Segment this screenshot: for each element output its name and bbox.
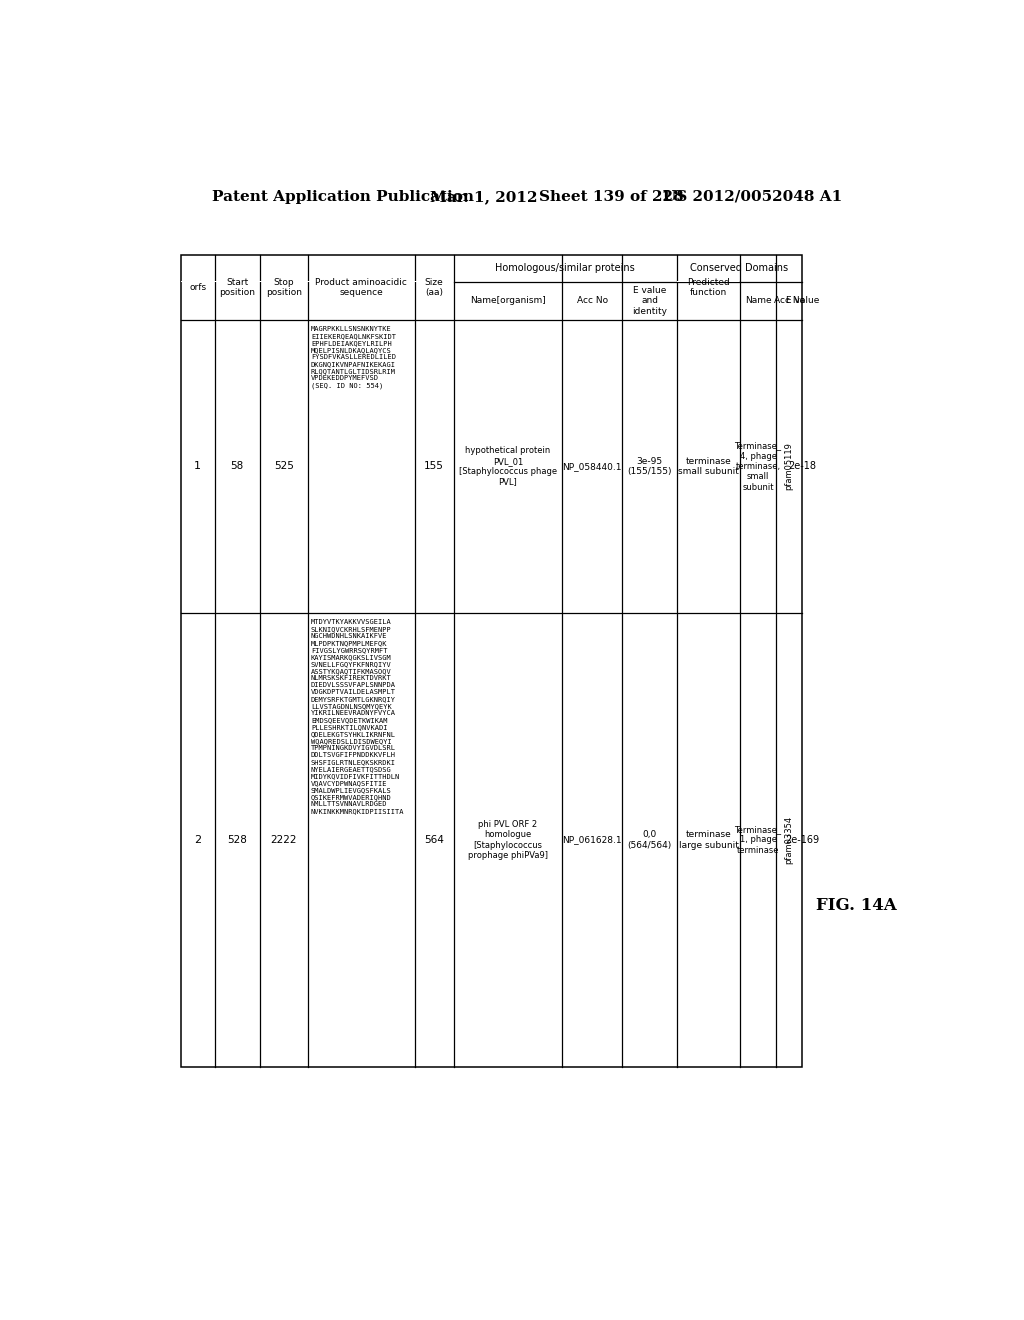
Text: 2222: 2222 [270, 834, 297, 845]
Text: 525: 525 [273, 462, 294, 471]
Text: Size
(aa): Size (aa) [425, 277, 443, 297]
Text: pfam03354: pfam03354 [784, 816, 794, 863]
Text: Conserved Domains: Conserved Domains [690, 263, 788, 273]
Text: terminase
large subunit: terminase large subunit [679, 830, 738, 850]
Text: NP_061628.1: NP_061628.1 [562, 836, 622, 845]
Text: Product aminoacidic
sequence: Product aminoacidic sequence [315, 277, 408, 297]
Text: 1: 1 [195, 462, 202, 471]
Text: Homologous/similar proteins: Homologous/similar proteins [496, 263, 635, 273]
Text: phi PVL ORF 2
homologue
[Staphylococcus
prophage phiPVa9]: phi PVL ORF 2 homologue [Staphylococcus … [468, 820, 548, 859]
Text: E value: E value [785, 297, 819, 305]
Text: Name[organism]: Name[organism] [470, 297, 546, 305]
Text: 2e-18: 2e-18 [788, 462, 816, 471]
Text: US 2012/0052048 A1: US 2012/0052048 A1 [663, 190, 842, 203]
Text: orfs: orfs [189, 282, 206, 292]
Text: hypothetical protein
PVL_01
[Staphylococcus phage
PVL]: hypothetical protein PVL_01 [Staphylococ… [459, 446, 557, 487]
Text: 3e-95
(155/155): 3e-95 (155/155) [628, 457, 672, 477]
Bar [180, 255, 802, 1067]
Text: 155: 155 [424, 462, 444, 471]
Text: Start
position: Start position [219, 277, 255, 297]
Text: 2e-169: 2e-169 [785, 834, 819, 845]
Text: Name: Name [744, 297, 771, 305]
Text: Sheet 139 of 228: Sheet 139 of 228 [539, 190, 683, 203]
Text: Acc No: Acc No [577, 297, 608, 305]
Text: Terminase_
1, phage
terminase: Terminase_ 1, phage terminase [734, 825, 781, 855]
Text: 528: 528 [227, 834, 247, 845]
Text: NP_058440.1: NP_058440.1 [562, 462, 622, 471]
Text: Mar. 1, 2012: Mar. 1, 2012 [430, 190, 538, 203]
Text: Terminase_
4, phage
terminase,
small
subunit: Terminase_ 4, phage terminase, small sub… [734, 441, 781, 492]
Text: 564: 564 [424, 834, 444, 845]
Text: E value
and
identity: E value and identity [632, 286, 667, 315]
Text: Patent Application Publication: Patent Application Publication [212, 190, 474, 203]
Text: terminase
small subunit: terminase small subunit [678, 457, 739, 477]
Text: 58: 58 [230, 462, 244, 471]
Text: MAGRPKKLLSNSNKNYTKE
EIIEKERQEAQLNKFSKIDT
EPHFLDEIAKQEYLRILPH
MQELPISNLDKAQLAQYCS: MAGRPKKLLSNSNKNYTKE EIIEKERQEAQLNKFSKIDT… [311, 326, 396, 389]
Text: Acc No: Acc No [773, 297, 805, 305]
Text: 0,0
(564/564): 0,0 (564/564) [628, 830, 672, 850]
Text: Stop
position: Stop position [266, 277, 302, 297]
Text: 2: 2 [195, 834, 202, 845]
Text: pfam05119: pfam05119 [784, 442, 794, 490]
Text: MTDYVTKYAKKVVSGEILA
SLKNIQVCKRHLSFMENPP
NGCHWDNHLSNKAIKFVE
MLPDPKTNQPMPLMEFQK
FI: MTDYVTKYAKKVVSGEILA SLKNIQVCKRHLSFMENPP … [311, 619, 404, 814]
Text: FIG. 14A: FIG. 14A [816, 896, 897, 913]
Text: Predicted
function: Predicted function [687, 277, 730, 297]
